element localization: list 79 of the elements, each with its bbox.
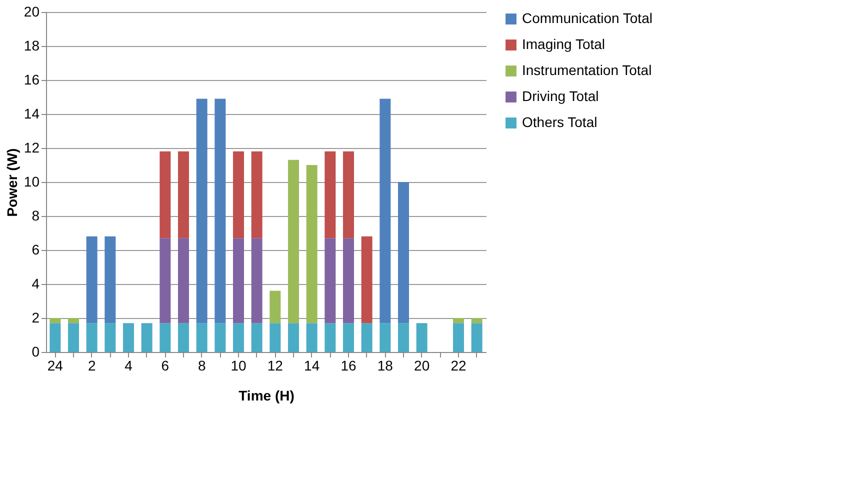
bar [104,323,116,352]
bar [453,318,464,324]
bar [233,238,244,324]
y-tick-label: 12 [24,140,40,156]
bar [471,318,482,324]
y-tick-label: 0 [32,344,40,360]
x-tick-label: 12 [267,358,284,374]
bar [104,236,116,324]
x-tick-label: 14 [304,358,320,374]
x-tick-label: 20 [414,358,430,374]
bar [251,323,262,352]
x-tick-label: 6 [161,358,170,374]
bar [288,160,299,324]
bar [233,151,244,238]
bar [361,236,372,324]
bar [361,323,372,352]
bar [398,182,409,324]
bar [324,323,336,352]
x-tick-label: 24 [47,358,64,374]
legend-label: Driving Total [522,88,599,104]
bar [343,151,354,238]
y-tick-label: 16 [24,72,40,88]
x-tick-label: 16 [340,358,356,374]
x-tick-label: 4 [124,358,133,374]
legend-label: Others Total [522,114,598,130]
y-tick-label: 14 [24,106,40,122]
x-tick-label: 2 [88,358,96,374]
bar [270,323,281,352]
bar [306,165,318,324]
bar [233,323,244,352]
bar [251,151,262,238]
y-tick-label: 8 [32,208,40,224]
bar [380,323,391,352]
bar [214,323,226,352]
y-tick-label: 10 [24,174,40,190]
bar [160,238,171,324]
x-tick-label: 22 [450,358,466,374]
bar [324,238,336,324]
bar [214,98,226,324]
bar [471,323,482,352]
bar [178,238,189,324]
y-axis-title: Power (W) [4,148,20,217]
bar [398,323,409,352]
bar [68,318,79,324]
bar [50,318,61,324]
bar [306,323,318,352]
y-tick-label: 2 [32,310,40,326]
bar [196,323,208,352]
x-tick-label: 18 [377,358,394,374]
bar [123,323,134,352]
bar [416,323,428,352]
legend-label: Instrumentation Total [522,62,652,78]
bar [270,290,281,324]
y-tick-label: 20 [24,4,40,20]
legend-label: Communication Total [522,10,652,26]
bar [453,323,464,352]
bar [343,238,354,324]
bar [86,323,98,352]
x-tick-label: 8 [198,358,206,374]
bar [178,151,189,238]
legend-label: Imaging Total [522,36,606,52]
bar [324,151,336,238]
bar [288,323,299,352]
bar [251,238,262,324]
bar [68,323,79,352]
bar [86,236,98,324]
x-axis-title: Time (H) [238,388,294,404]
y-tick-label: 4 [32,276,40,292]
y-tick-label: 18 [24,38,40,54]
x-tick-label: 10 [230,358,246,374]
bar [50,323,61,352]
bar [380,98,391,324]
bar [178,323,189,352]
bar [343,323,354,352]
bar [160,151,171,238]
bar [196,98,208,324]
bar [160,323,171,352]
y-tick-label: 6 [32,242,40,258]
bar [141,323,152,352]
